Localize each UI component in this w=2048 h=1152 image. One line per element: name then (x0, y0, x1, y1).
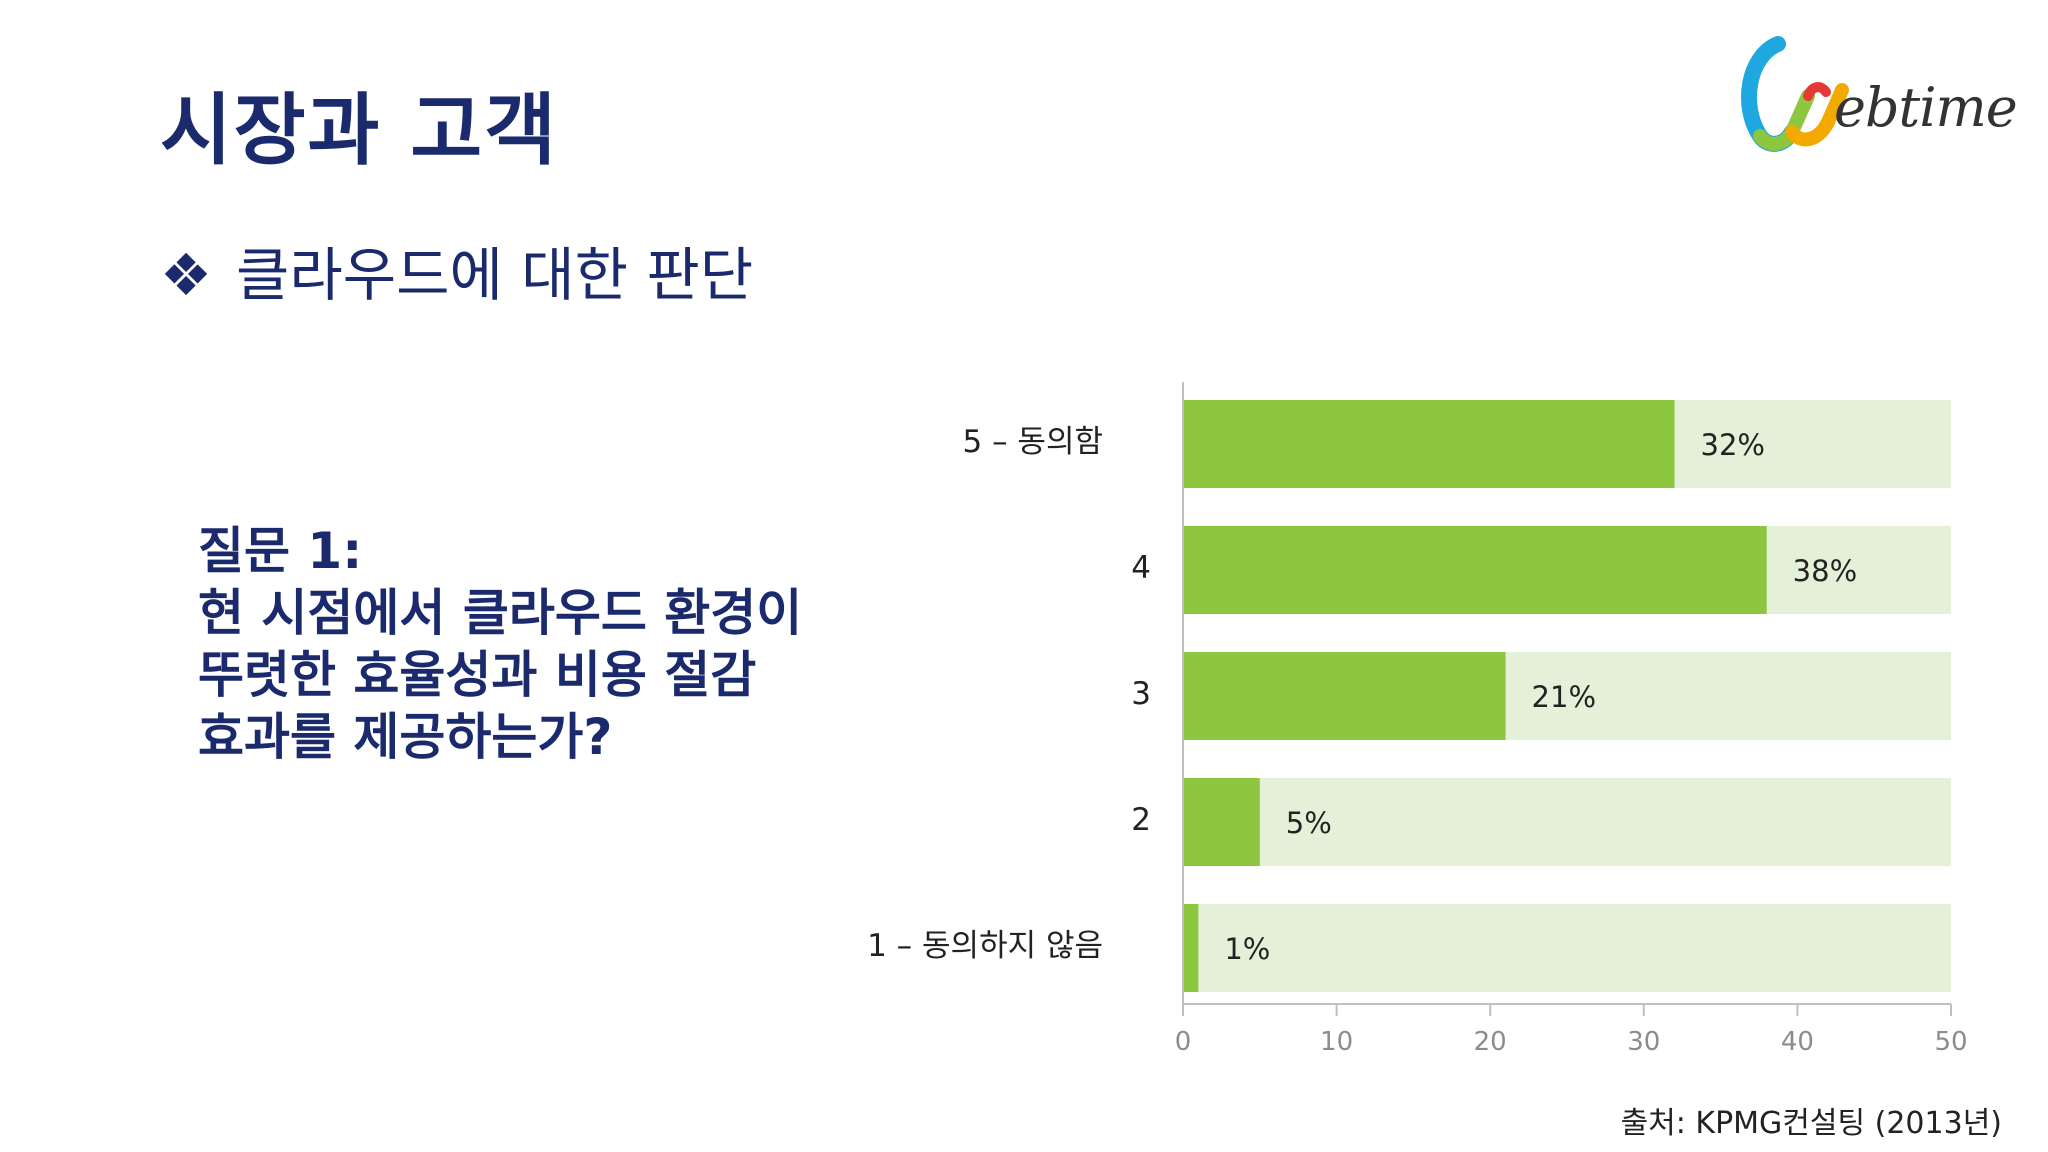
webtime-logo: ebtime (1738, 36, 2018, 156)
category-label: 5 – 동의함 (963, 424, 1104, 460)
bar (1183, 400, 1675, 488)
diamond-bullet-icon: ❖ (160, 241, 212, 309)
x-tick-label: 50 (1934, 1027, 1967, 1057)
category-label: 1 – 동의하지 않음 (867, 928, 1103, 964)
bar (1183, 778, 1260, 866)
bar (1183, 652, 1506, 740)
x-tick-label: 10 (1320, 1027, 1353, 1057)
question-line: 효과를 제공하는가? (198, 708, 613, 766)
data-label: 38% (1793, 554, 1857, 588)
slide-subtitle: ❖ 클라우드에 대한 판단 (160, 228, 753, 312)
question-line: 질문 1: (198, 522, 363, 580)
x-tick-label: 0 (1175, 1027, 1192, 1057)
x-tick-label: 30 (1627, 1027, 1660, 1057)
data-label: 32% (1701, 428, 1765, 462)
subtitle-text: 클라우드에 대한 판단 (236, 241, 754, 309)
category-label: 4 (1131, 550, 1151, 586)
bar-track (1183, 778, 1951, 866)
source-note: 출처: KPMG컨설팅 (2013년) (1620, 1106, 2002, 1141)
question-line: 뚜렷한 효율성과 비용 절감 (198, 646, 757, 704)
bar (1183, 904, 1199, 992)
survey-question: 질문 1: 현 시점에서 클라우드 환경이 뚜렷한 효율성과 비용 절감 효과를… (198, 520, 802, 768)
data-label: 5% (1286, 806, 1332, 840)
slide-title: 시장과 고객 (160, 86, 558, 176)
logo-text: ebtime (1834, 76, 2018, 139)
bar-track (1183, 904, 1951, 992)
x-tick-label: 40 (1781, 1027, 1814, 1057)
category-label: 3 (1131, 676, 1151, 712)
category-label: 2 (1131, 802, 1151, 838)
x-tick-label: 20 (1474, 1027, 1507, 1057)
question-line: 현 시점에서 클라우드 환경이 (198, 584, 803, 642)
data-label: 21% (1532, 680, 1596, 714)
webtime-logo-mark-icon (1741, 36, 1849, 152)
data-label: 1% (1224, 932, 1270, 966)
bar (1183, 526, 1767, 614)
